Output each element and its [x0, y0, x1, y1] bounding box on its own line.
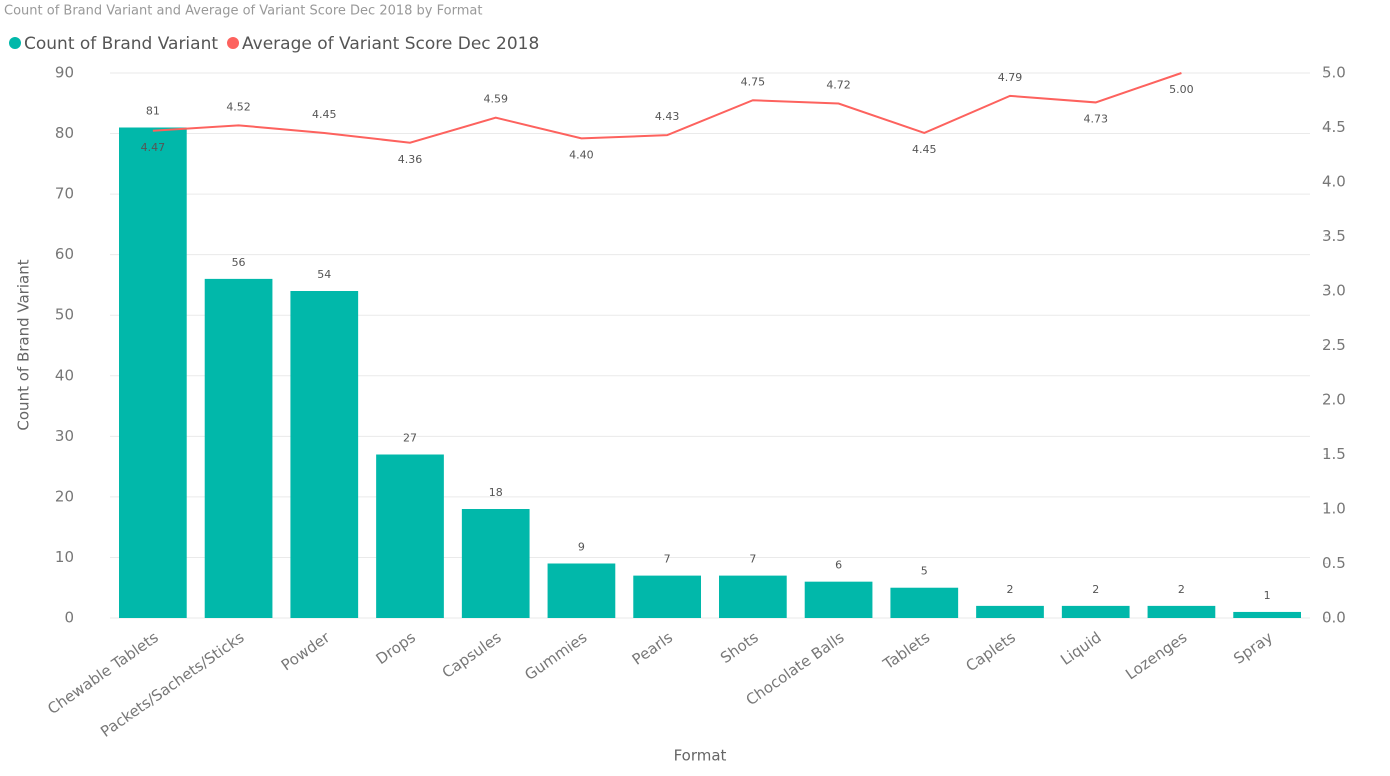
y2-tick-label: 2.5	[1322, 336, 1346, 354]
x-axis-title: Format	[674, 747, 727, 765]
bar	[1233, 611, 1301, 618]
line-value-label: 4.52	[226, 100, 251, 113]
bar	[204, 278, 273, 618]
x-tick-label: Shots	[717, 628, 762, 667]
bar-value-label: 7	[749, 553, 756, 566]
y2-tick-label: 2.0	[1322, 391, 1346, 409]
bar-value-label: 54	[317, 268, 331, 281]
y2-tick-label: 5.0	[1322, 64, 1346, 82]
y2-tick-label: 3.0	[1322, 282, 1346, 300]
x-tick-label: Powder	[278, 628, 334, 675]
bar-value-label: 7	[664, 553, 671, 566]
y-tick-label: 90	[55, 64, 74, 82]
line-value-label: 4.79	[998, 71, 1023, 84]
legend-label: Average of Variant Score Dec 2018	[242, 34, 539, 54]
x-tick-label: Drops	[373, 628, 419, 668]
line-value-label: 4.45	[912, 143, 937, 156]
x-tick-label: Liquid	[1057, 628, 1104, 669]
y-tick-label: 30	[55, 427, 74, 445]
line-value-label: 4.43	[655, 110, 680, 123]
x-tick-label: Capsules	[439, 628, 505, 682]
legend-label: Count of Brand Variant	[24, 34, 218, 54]
line	[152, 72, 1182, 144]
y2-tick-label: 1.0	[1322, 500, 1346, 518]
bar	[119, 127, 187, 618]
line-value-label: 4.45	[312, 108, 337, 121]
y2-tick-label: 1.5	[1322, 445, 1346, 463]
y-tick-label: 80	[55, 124, 74, 142]
bar	[461, 509, 530, 618]
bar-value-label: 2	[1092, 583, 1099, 596]
y-tick-label: 20	[55, 487, 74, 505]
bar	[890, 587, 959, 618]
bar-value-label: 2	[1007, 583, 1014, 596]
x-tick-label: Lozenges	[1122, 628, 1190, 683]
bar	[290, 291, 359, 618]
y2-tick-label: 4.5	[1322, 118, 1346, 136]
y-tick-label: 0	[64, 609, 74, 627]
line-value-label: 4.72	[826, 79, 851, 92]
bar	[1147, 605, 1216, 618]
line-value-label: 4.47	[141, 141, 166, 154]
line-value-label: 4.75	[741, 75, 766, 88]
line-value-label: 5.00	[1169, 83, 1194, 96]
bar-value-label: 81	[146, 105, 160, 118]
y2-tick-label: 3.5	[1322, 227, 1346, 245]
legend-marker	[9, 37, 21, 49]
y-axis-title: Count of Brand Variant	[15, 259, 33, 430]
y-tick-label: 70	[55, 185, 74, 203]
x-tick-label: Gummies	[521, 628, 590, 684]
y2-tick-label: 0.5	[1322, 554, 1346, 572]
bar	[376, 454, 444, 618]
x-tick-label: Caplets	[962, 628, 1019, 675]
line-value-label: 4.40	[569, 148, 594, 161]
bar-value-label: 56	[232, 256, 246, 269]
bar	[976, 605, 1044, 618]
y-tick-label: 60	[55, 245, 74, 263]
legend-marker	[227, 37, 240, 49]
bar-value-label: 2	[1178, 583, 1185, 596]
bar	[1061, 605, 1130, 618]
x-tick-label: Packets/Sachets/Sticks	[97, 628, 247, 741]
x-tick-label: Pearls	[629, 628, 676, 669]
chart-title: Count of Brand Variant and Average of Va…	[4, 4, 482, 19]
x-tick-label: Spray	[1230, 628, 1276, 668]
x-tick-label: Tablets	[879, 628, 933, 674]
bar-value-label: 9	[578, 541, 585, 554]
y-tick-label: 50	[55, 306, 74, 324]
bar	[719, 575, 787, 618]
y-tick-label: 10	[55, 548, 74, 566]
line-value-label: 4.59	[483, 93, 508, 106]
y-tick-label: 40	[55, 366, 74, 384]
bar-value-label: 6	[835, 559, 842, 572]
bar-value-label: 5	[921, 565, 928, 578]
y2-tick-label: 0.0	[1322, 609, 1346, 627]
bar	[547, 563, 616, 618]
y2-tick-label: 4.0	[1322, 173, 1346, 191]
bar-value-label: 18	[489, 486, 503, 499]
bar-value-label: 1	[1264, 589, 1271, 602]
line-value-label: 4.36	[398, 153, 423, 166]
line-value-label: 4.73	[1083, 112, 1108, 125]
bar	[633, 575, 701, 618]
bar	[804, 581, 873, 618]
bar-value-label: 27	[403, 432, 417, 445]
